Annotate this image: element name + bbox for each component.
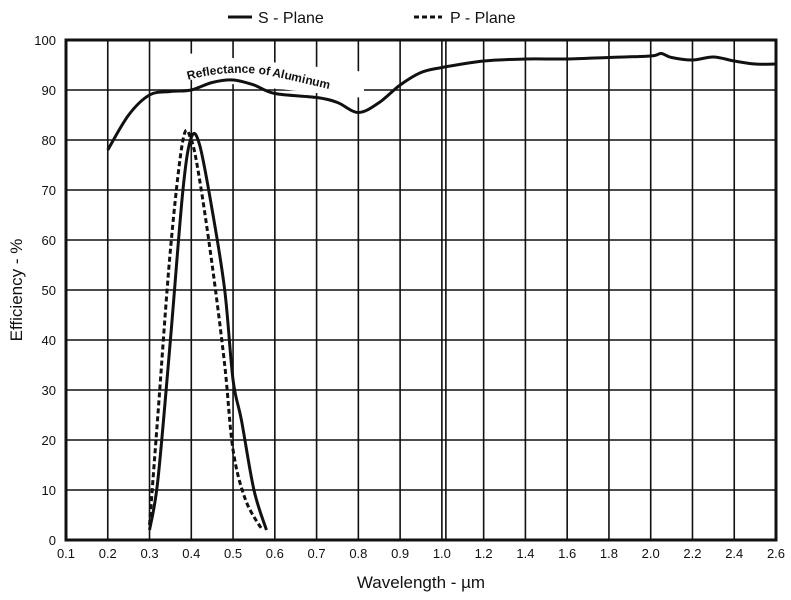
x-tick-label: 2.2 — [683, 546, 701, 561]
x-tick-label: 0.8 — [349, 546, 367, 561]
x-axis-label: Wavelength - µm — [357, 573, 485, 592]
plot-frame — [64, 38, 778, 542]
x-tick-label: 0.3 — [140, 546, 158, 561]
x-tick-label: 1.6 — [558, 546, 576, 561]
y-tick-label: 70 — [42, 183, 56, 198]
y-tick-label: 90 — [42, 83, 56, 98]
y-tick-label: 40 — [42, 333, 56, 348]
x-tick-label: 1.4 — [516, 546, 534, 561]
series-line-s-plane — [148, 131, 268, 531]
y-axis-label: Efficiency - % — [7, 239, 26, 342]
x-tick-label: 0.6 — [266, 546, 284, 561]
y-tick-label: 0 — [49, 533, 56, 548]
x-tick-label: 1.8 — [600, 546, 618, 561]
tick-labels: 0.1 0.2 0.3 0.4 0.5 0.6 0.7 0.8 0.9 1.0 1.2 1.4 1.6 1… — [34, 33, 785, 561]
series-line-reflectance-of-aluminum — [106, 51, 777, 151]
x-tick-label: 2.6 — [767, 546, 785, 561]
x-tick-label: 0.9 — [391, 546, 409, 561]
x-tick-label: 2.4 — [725, 546, 743, 561]
x-tick-label: 0.4 — [182, 546, 200, 561]
legend-p-plane-label: P - Plane — [450, 10, 516, 27]
series-group — [106, 51, 777, 531]
annotation-background — [184, 53, 366, 98]
series-line-p-plane — [148, 128, 264, 531]
x-tick-label: 0.7 — [308, 546, 326, 561]
y-tick-label: 100 — [34, 33, 56, 48]
x-tick-label: 1.2 — [475, 546, 493, 561]
y-tick-label: 80 — [42, 133, 56, 148]
y-tick-label: 60 — [42, 233, 56, 248]
legend: S - Plane P - Plane — [228, 10, 516, 27]
y-tick-label: 10 — [42, 483, 56, 498]
y-tick-label: 50 — [42, 283, 56, 298]
legend-s-plane-label: S - Plane — [258, 10, 324, 27]
x-tick-label: 0.1 — [57, 546, 75, 561]
x-tick-label: 2.0 — [642, 546, 660, 561]
x-tick-label: 0.2 — [99, 546, 117, 561]
grid — [64, 38, 778, 542]
y-tick-label: 30 — [42, 383, 56, 398]
y-tick-label: 20 — [42, 433, 56, 448]
x-tick-label: 0.5 — [224, 546, 242, 561]
x-tick-label: 1.0 — [433, 546, 451, 561]
